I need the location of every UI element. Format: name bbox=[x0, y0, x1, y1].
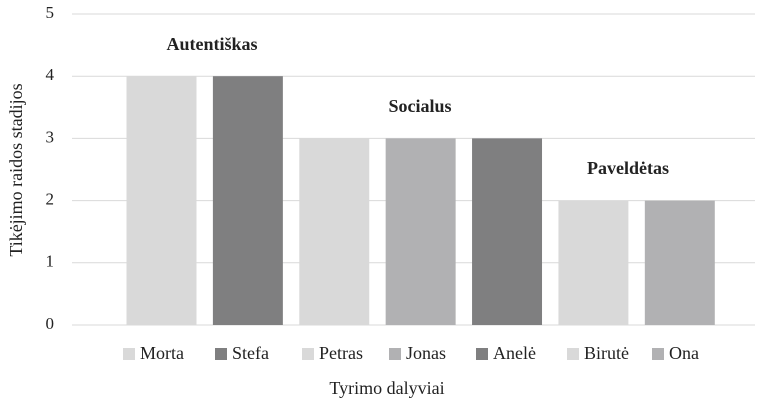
annotation: Paveldėtas bbox=[587, 158, 669, 178]
bar bbox=[385, 138, 456, 325]
x-axis-label: Tyrimo dalyviai bbox=[329, 378, 444, 398]
y-tick-label: 5 bbox=[46, 3, 55, 22]
legend-label: Birutė bbox=[584, 343, 629, 363]
legend-label: Anelė bbox=[493, 343, 536, 363]
bar bbox=[644, 200, 715, 325]
y-axis-label: Tikėjimo raidos stadijos bbox=[6, 83, 26, 256]
legend-label: Morta bbox=[140, 343, 184, 363]
bar bbox=[299, 138, 370, 325]
bar bbox=[558, 200, 629, 325]
legend-swatch bbox=[302, 348, 314, 360]
y-tick-label: 2 bbox=[46, 190, 55, 209]
y-tick-label: 3 bbox=[46, 127, 55, 146]
annotation: Socialus bbox=[388, 96, 451, 116]
legend-swatch bbox=[652, 348, 664, 360]
legend-label: Jonas bbox=[406, 343, 446, 363]
legend-swatch bbox=[567, 348, 579, 360]
y-tick-label: 0 bbox=[46, 314, 55, 333]
legend-label: Stefa bbox=[232, 343, 269, 363]
annotation: Autentiškas bbox=[166, 34, 257, 54]
legend-swatch bbox=[389, 348, 401, 360]
legend-swatch bbox=[476, 348, 488, 360]
bar bbox=[126, 76, 197, 325]
legend-swatch bbox=[123, 348, 135, 360]
legend-label: Petras bbox=[319, 343, 363, 363]
bar bbox=[472, 138, 543, 325]
legend-label: Ona bbox=[669, 343, 699, 363]
legend-swatch bbox=[215, 348, 227, 360]
bar bbox=[212, 76, 283, 325]
y-tick-label: 4 bbox=[46, 65, 55, 84]
y-tick-label: 1 bbox=[46, 252, 55, 271]
